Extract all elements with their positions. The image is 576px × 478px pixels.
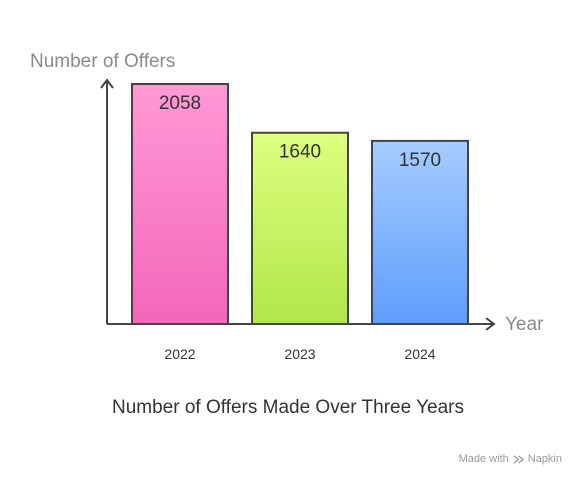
bar-chart: Number of Offers Year 2058 2022 1640 2023 15…: [30, 51, 544, 362]
watermark: Made with Napkin: [459, 453, 562, 465]
x-tick-label-2022: 2022: [164, 346, 195, 362]
bars-group: 2058 2022 1640 2023 1570 2024: [131, 83, 469, 362]
made-with-text: Made with: [458, 453, 509, 465]
y-axis-arrow-icon: [100, 78, 114, 89]
x-tick-label-2024: 2024: [404, 346, 435, 362]
bar-2024: [371, 139, 469, 325]
bar-value-label-2022: 2058: [159, 93, 201, 114]
bar-value-label-2024: 1570: [399, 150, 441, 171]
napkin-logo-icon: [513, 454, 524, 464]
chart-title: Number of Offers Made Over Three Years: [111, 397, 465, 418]
bar-value-label-2023: 1640: [279, 142, 321, 163]
x-axis-label: Year: [505, 314, 544, 335]
x-tick-label-2023: 2023: [284, 346, 315, 362]
bar-2022: [131, 83, 229, 325]
x-axis-arrow-icon: [485, 317, 496, 331]
bar-2023: [251, 131, 349, 325]
y-axis-label: Number of Offers: [30, 51, 175, 72]
napkin-brand-text: Napkin: [527, 453, 562, 465]
